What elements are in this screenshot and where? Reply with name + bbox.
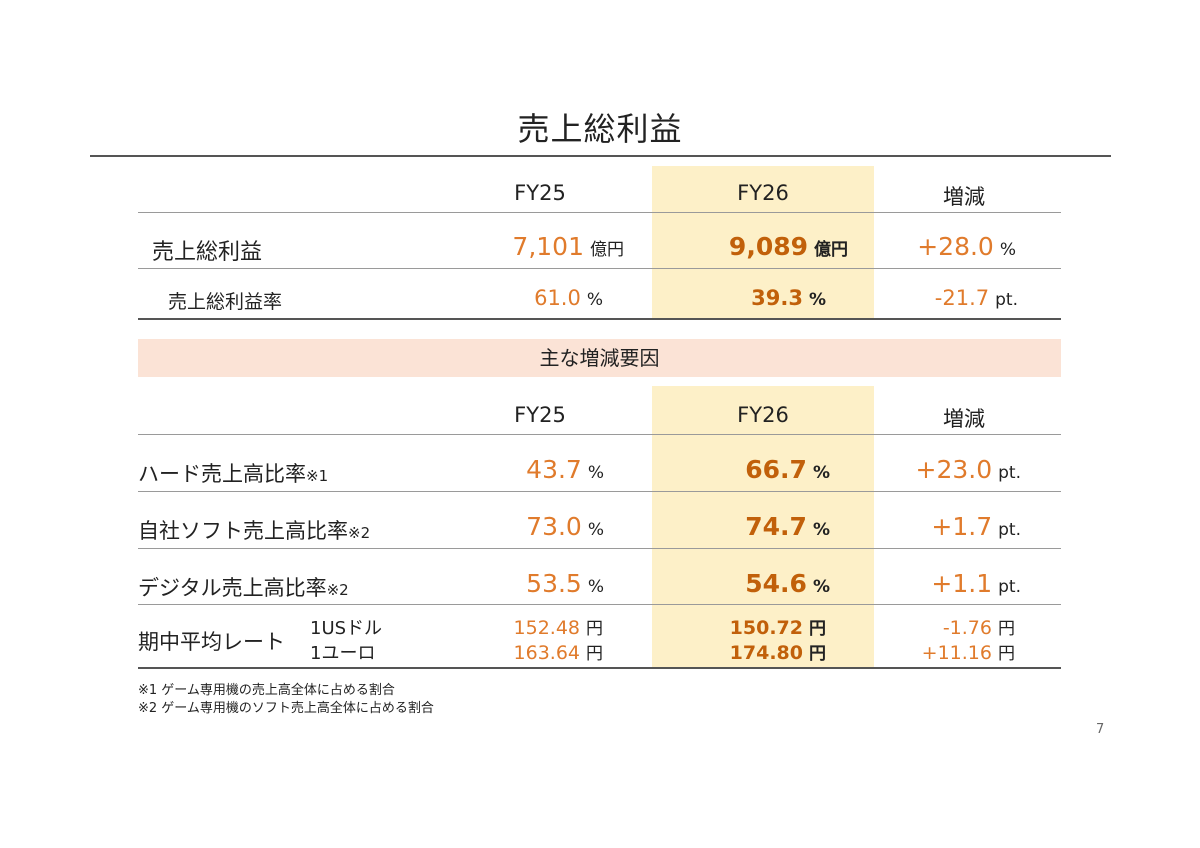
factors-header-fy25: FY25 xyxy=(514,403,566,427)
gross-margin-change: -21.7 pt. xyxy=(934,286,1018,310)
software-ratio-fy26: 74.7% xyxy=(745,512,830,541)
fx-usd-fy26: 150.72 円 xyxy=(729,617,826,639)
row-divider xyxy=(138,548,1061,549)
gross-margin-fy26: 39.3% xyxy=(751,286,826,310)
row-label-hardware-ratio: ハード売上高比率※1 xyxy=(138,462,329,486)
title-divider xyxy=(90,155,1111,157)
row-label-gross-profit: 売上総利益 xyxy=(152,240,263,265)
fx-eur-fy26: 174.80 円 xyxy=(729,642,826,664)
gross-profit-change: +28.0% xyxy=(917,232,1016,261)
row-divider xyxy=(138,491,1061,492)
factors-band: 主な増減要因 xyxy=(138,339,1061,377)
digital-ratio-change: +1.1 pt. xyxy=(931,569,1021,598)
page-title: 売上総利益 xyxy=(517,110,683,148)
gross-profit-fy26: 9,089 億円 xyxy=(728,232,848,261)
footnote-1: ※1 ゲーム専用機の売上高全体に占める割合 xyxy=(138,683,395,698)
footnote-2: ※2 ゲーム専用機のソフト売上高全体に占める割合 xyxy=(138,701,434,716)
row-label-digital-ratio: デジタル売上高比率※2 xyxy=(138,576,349,600)
row-divider xyxy=(138,604,1061,605)
digital-ratio-fy26: 54.6% xyxy=(745,569,830,598)
row-divider xyxy=(138,318,1061,320)
fx-eur-fy25: 163.64 円 xyxy=(513,642,603,664)
factors-header-fy26: FY26 xyxy=(737,403,789,427)
header-change: 増減 xyxy=(943,185,985,209)
hardware-ratio-change: +23.0 pt. xyxy=(915,455,1022,484)
page-number: 7 xyxy=(1096,722,1105,737)
fx-eur-change: +11.16 円 xyxy=(921,642,1015,664)
software-ratio-change: +1.7 pt. xyxy=(931,512,1021,541)
software-ratio-fy25: 73.0% xyxy=(526,512,604,541)
fx-usd-change: -1.76 円 xyxy=(942,617,1015,639)
digital-ratio-fy25: 53.5% xyxy=(526,569,604,598)
factors-header-change: 増減 xyxy=(943,407,985,431)
fy26-highlight-bottom xyxy=(652,386,874,668)
hardware-ratio-fy25: 43.7% xyxy=(526,455,604,484)
row-divider xyxy=(138,667,1061,669)
row-divider xyxy=(138,212,1061,213)
row-divider xyxy=(138,268,1061,269)
row-label-gross-margin: 売上総利益率 xyxy=(168,291,283,313)
header-fy26: FY26 xyxy=(737,181,789,205)
gross-margin-fy25: 61.0% xyxy=(534,286,603,310)
gross-profit-fy25: 7,101 億円 xyxy=(512,232,624,261)
header-fy25: FY25 xyxy=(514,181,566,205)
fy26-highlight-top xyxy=(652,166,874,319)
fx-usd-fy25: 152.48 円 xyxy=(513,617,603,639)
row-label-average-fx-rate: 期中平均レート xyxy=(138,630,285,654)
row-divider xyxy=(138,434,1061,435)
hardware-ratio-fy26: 66.7% xyxy=(745,455,830,484)
fx-eur-label: 1ユーロ xyxy=(310,643,376,664)
row-label-first-party-software-ratio: 自社ソフト売上高比率※2 xyxy=(138,519,371,543)
fx-usd-label: 1USドル xyxy=(310,618,383,639)
